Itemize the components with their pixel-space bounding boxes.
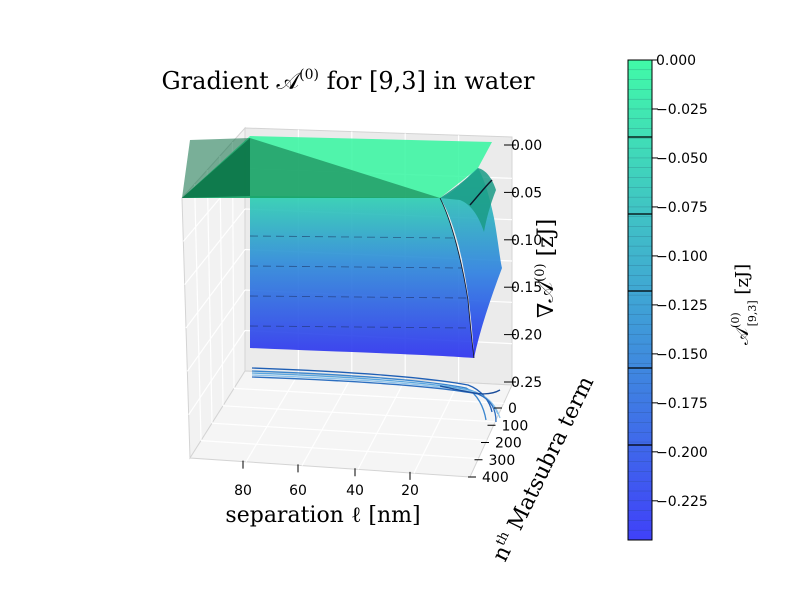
y-tick-label: 200 (495, 436, 522, 452)
x-axis: 80 60 40 20 (234, 460, 419, 499)
colorbar-tick-label: −0.100 (656, 249, 708, 265)
z-axis-label-main: ∇𝒜 (534, 280, 559, 318)
colorbar-label-sup: (0) (729, 312, 742, 328)
z-tick-label: 0.00 (511, 138, 542, 154)
grid-line (222, 405, 496, 423)
colorbar-body (628, 60, 652, 540)
grid-line (233, 387, 504, 404)
colorbar-tick-label: 0.000 (656, 53, 696, 69)
colorbar-label-rest: [zJ] (732, 264, 753, 300)
z-axis-label-sup: (0) (533, 263, 548, 281)
z-axis-label-rest: [zJ] (534, 219, 559, 264)
z-axis: 0.00 0.05 0.10 0.15 0.20 0.25 (504, 138, 542, 391)
surface-contours (249, 235, 472, 329)
grid-line (211, 422, 487, 441)
grid-line (413, 381, 460, 474)
grid-line (186, 289, 246, 372)
z-axis-label: ∇𝒜(0) [zJ] (533, 219, 559, 318)
chart-title: Gradient 𝒜(0) for [9,3] in water (161, 67, 535, 95)
z-tick-label: 0.05 (511, 185, 542, 201)
colorbar-tick-label: −0.225 (656, 494, 708, 510)
floor-contours (251, 367, 501, 423)
title-sup: (0) (299, 67, 319, 83)
title-rest: for [9,3] in water (319, 67, 535, 95)
colorbar-tick-label: −0.125 (656, 298, 708, 314)
y-tick-label: 100 (502, 418, 529, 434)
grid-line (301, 376, 353, 466)
floor-pane (189, 370, 513, 478)
y-tick-label: 400 (482, 470, 509, 486)
grid-line (184, 208, 246, 286)
x-tick-label: 20 (401, 483, 419, 499)
surface-ridge-line (469, 179, 493, 206)
z-tick-label: 0.15 (511, 280, 542, 296)
z-tick-label: 0.25 (511, 375, 542, 391)
colorbar-ticks: 0.000 −0.025 −0.050 −0.075 −0.100 −0.125 −0.15… (652, 53, 708, 510)
colorbar-tick-label: −0.075 (656, 200, 708, 216)
title-main: Gradient 𝒜 (161, 67, 301, 95)
surface (182, 136, 502, 423)
colorbar-tick-label: −0.150 (656, 347, 708, 363)
x-axis-label: separation ℓ [nm] (225, 503, 420, 528)
colorbar-tick-label: −0.025 (656, 102, 708, 118)
colorbar-bands (628, 59, 652, 531)
y-tick-label: 300 (489, 453, 516, 469)
y-tick-label: 0 (508, 401, 517, 417)
grid-line (188, 330, 246, 416)
colorbar: 0.000 −0.025 −0.050 −0.075 −0.100 −0.125 −0.15… (627, 53, 759, 541)
grid-line (185, 249, 246, 329)
grid-line (245, 373, 299, 463)
surface-plateau-shadow (182, 138, 440, 198)
surface-ridge (440, 168, 496, 232)
colorbar-label-sub: [9,3] (746, 300, 759, 326)
colorbar-label-main: 𝒜 (732, 326, 753, 345)
colorbar-tick-label: −0.200 (656, 445, 708, 461)
z-tick-label: 0.20 (511, 328, 542, 344)
surface-front-wall (250, 196, 474, 358)
colorbar-label: 𝒜(0) [9,3] [zJ] (729, 264, 759, 345)
x-tick-label: 40 (346, 483, 364, 499)
z-tick-label: 0.10 (511, 233, 542, 249)
x-tick-label: 60 (289, 483, 307, 499)
grid-line (357, 379, 406, 470)
surface-ridge-outline (439, 197, 475, 359)
colorbar-tick-label: −0.175 (656, 396, 708, 412)
x-tick-label: 80 (234, 483, 252, 499)
colorbar-frame (627, 59, 653, 541)
colorbar-tick-label: −0.050 (656, 151, 708, 167)
grid-line (200, 440, 479, 460)
